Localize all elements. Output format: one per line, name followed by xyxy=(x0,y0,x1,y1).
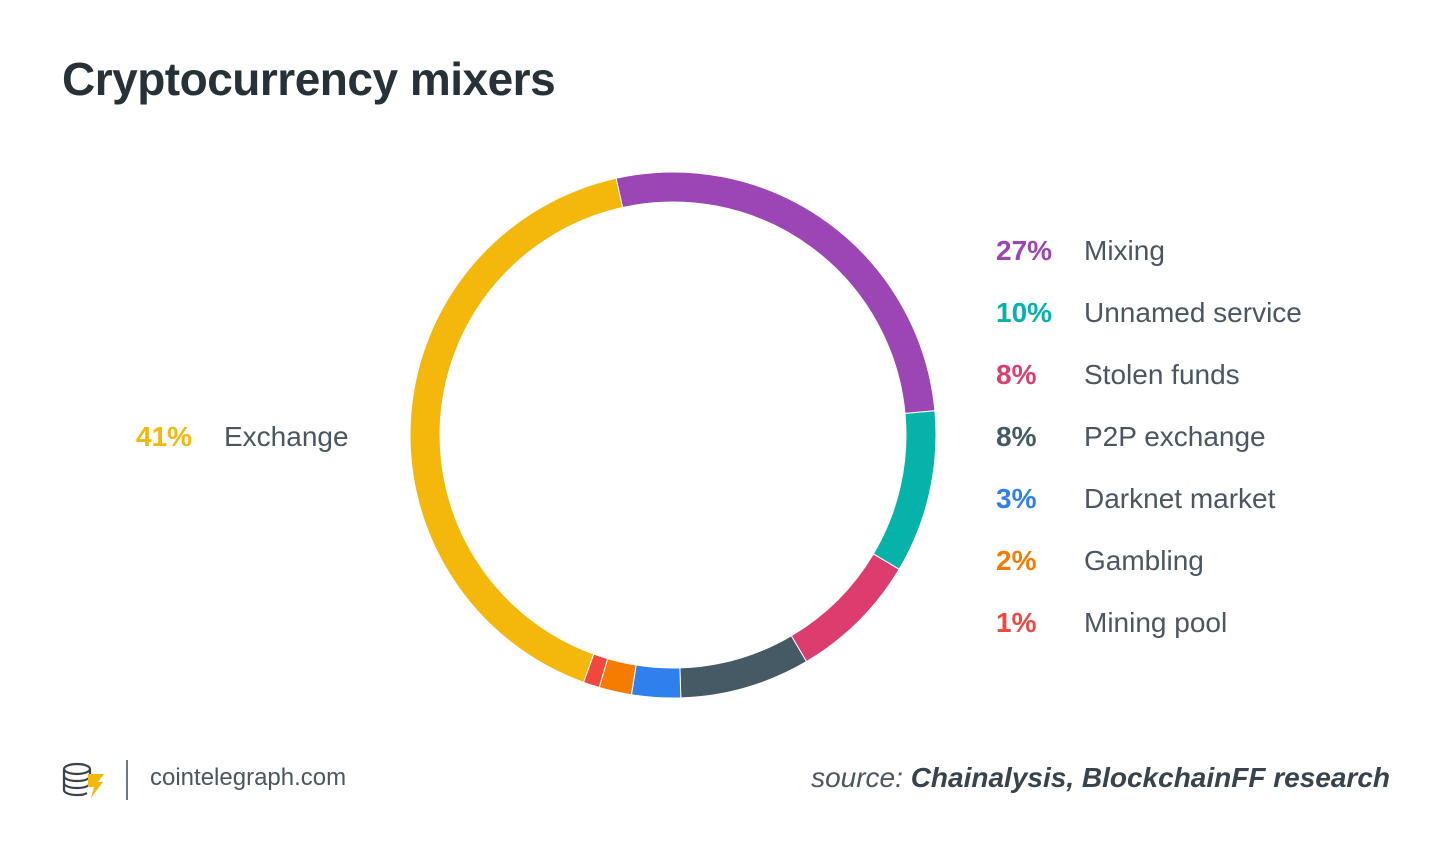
legend-label-stolen-funds: Stolen funds xyxy=(1084,359,1240,390)
donut-slice-unnamed-service xyxy=(872,410,937,570)
legend-label-darknet-market: Darknet market xyxy=(1084,483,1276,514)
legend-percent-mixing: 27% xyxy=(996,235,1053,266)
legend-label-mixing: Mixing xyxy=(1084,235,1165,266)
donut-slice-exchange xyxy=(409,177,624,683)
footer-site-link[interactable]: cointelegraph.com xyxy=(150,764,347,791)
legend-percent-gambling: 2% xyxy=(996,545,1037,576)
legend-percent-stolen-funds: 8% xyxy=(996,359,1037,390)
source-prefix: source: xyxy=(811,762,903,793)
legend-label-gambling: Gambling xyxy=(1084,545,1204,576)
legend-percent-darknet-market: 3% xyxy=(996,483,1037,514)
donut-slice-stolen-funds xyxy=(790,553,900,663)
legend-percent-exchange: 41% xyxy=(136,421,193,452)
legend-label-unnamed-service: Unnamed service xyxy=(1084,297,1302,328)
chart-title: Cryptocurrency mixers xyxy=(62,53,556,105)
legend-percent-unnamed-service: 10% xyxy=(996,297,1053,328)
donut-slice-mixing xyxy=(615,171,936,415)
donut-slice-p2p-exchange xyxy=(679,635,808,699)
footer-divider xyxy=(126,760,128,800)
donut-slice-darknet-market xyxy=(630,664,682,699)
legend-label-exchange: Exchange xyxy=(224,421,349,452)
legend-percent-p2p-exchange: 8% xyxy=(996,421,1037,452)
legend-label-p2p-exchange: P2P exchange xyxy=(1084,421,1266,452)
source-credit: source: Chainalysis, BlockchainFF resear… xyxy=(811,762,1390,794)
legend-label-mining-pool: Mining pool xyxy=(1084,607,1228,638)
source-text: Chainalysis, BlockchainFF research xyxy=(910,762,1390,793)
cointelegraph-coins-icon xyxy=(62,762,104,798)
legend-percent-mining-pool: 1% xyxy=(996,607,1037,638)
